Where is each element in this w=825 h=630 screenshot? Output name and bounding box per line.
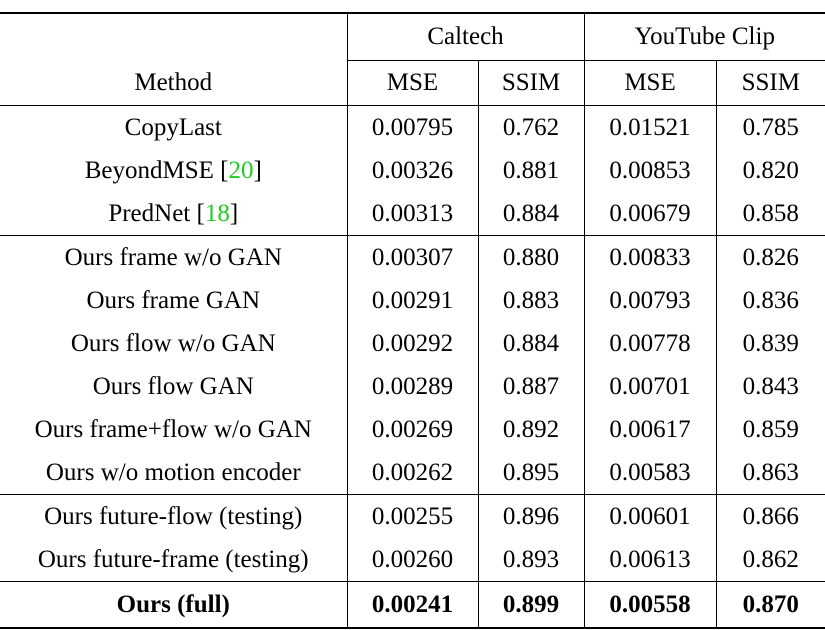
method-name: BeyondMSE [20] [84,156,262,184]
value-cell: 0.785 [715,105,825,149]
table-row: Ours future-frame (testing) 0.00260 0.89… [0,538,825,582]
table-row: Ours frame w/o GAN 0.00307 0.880 0.00833… [0,235,825,279]
value-cell: 0.00793 [583,279,717,322]
value-cell: 0.884 [477,192,585,236]
value-cell: 0.887 [477,365,585,408]
header-empty-cell [0,12,347,61]
header-group-youtube-clip: YouTube Clip [583,12,825,61]
header-metric-caltech-mse: MSE [346,60,478,106]
table-row: BeyondMSE [20] 0.00326 0.881 0.00853 0.8… [0,149,825,192]
value-cell: 0.00679 [583,192,717,236]
table-row: Ours flow w/o GAN 0.00292 0.884 0.00778 … [0,322,825,365]
value-cell: 0.00778 [583,322,717,365]
method-name: Ours w/o motion encoder [45,458,301,486]
value-cell: 0.00795 [346,105,478,149]
table-row: Ours frame+flow w/o GAN 0.00269 0.892 0.… [0,408,825,451]
header-metric-youtube-mse: MSE [583,60,717,106]
header-metric-row: Method MSE SSIM MSE SSIM [0,60,825,106]
header-metric-caltech-ssim: SSIM [477,60,585,106]
method-name: Ours (full) [0,581,347,629]
method-name: Ours frame GAN [86,286,261,314]
value-cell: 0.00292 [346,322,478,365]
value-cell: 0.866 [715,494,825,538]
table-row: CopyLast 0.00795 0.762 0.01521 0.785 [0,105,825,149]
value-cell: 0.839 [715,322,825,365]
value-cell: 0.836 [715,279,825,322]
method-name: Ours flow GAN [92,372,254,400]
value-cell: 0.00260 [346,538,478,582]
value-cell: 0.843 [715,365,825,408]
header-method: Method [134,68,213,96]
value-cell: 0.00558 [583,581,717,629]
value-cell: 0.00289 [346,365,478,408]
value-cell: 0.00326 [346,149,478,192]
value-cell: 0.880 [477,235,585,279]
value-cell: 0.00241 [346,581,478,629]
value-cell: 0.826 [715,235,825,279]
value-cell: 0.892 [477,408,585,451]
header-group-row: Caltech YouTube Clip [0,12,825,61]
value-cell: 0.00269 [346,408,478,451]
value-cell: 0.863 [715,451,825,495]
method-name: PredNet [18] [108,199,239,227]
value-cell: 0.00255 [346,494,478,538]
value-cell: 0.820 [715,149,825,192]
table-row: PredNet [18] 0.00313 0.884 0.00679 0.858 [0,192,825,236]
method-name: CopyLast [0,105,347,149]
method-name: Ours frame w/o GAN [0,235,347,279]
value-cell: 0.00291 [346,279,478,322]
header-group-caltech: Caltech [346,12,585,61]
value-cell: 0.859 [715,408,825,451]
method-name: Ours future-frame (testing) [37,545,309,573]
method-name: Ours future-flow (testing) [0,494,347,538]
table-row: Ours w/o motion encoder 0.00262 0.895 0.… [0,451,825,495]
method-name: Ours frame+flow w/o GAN [34,415,312,443]
value-cell: 0.870 [715,581,825,629]
value-cell: 0.00853 [583,149,717,192]
value-cell: 0.00313 [346,192,478,236]
value-cell: 0.01521 [583,105,717,149]
results-table: Caltech YouTube Clip Method MSE SSIM MSE… [0,12,825,629]
value-cell: 0.899 [477,581,585,629]
value-cell: 0.00617 [583,408,717,451]
value-cell: 0.00262 [346,451,478,495]
value-cell: 0.00583 [583,451,717,495]
value-cell: 0.884 [477,322,585,365]
citation-link[interactable]: 20 [228,156,254,184]
value-cell: 0.883 [477,279,585,322]
method-name: Ours flow w/o GAN [70,329,276,357]
value-cell: 0.862 [715,538,825,582]
value-cell: 0.00701 [583,365,717,408]
value-cell: 0.00833 [583,235,717,279]
value-cell: 0.00613 [583,538,717,582]
value-cell: 0.881 [477,149,585,192]
value-cell: 0.00601 [583,494,717,538]
header-metric-youtube-ssim: SSIM [715,60,825,106]
table-row: Ours future-flow (testing) 0.00255 0.896… [0,494,825,538]
value-cell: 0.762 [477,105,585,149]
value-cell: 0.896 [477,494,585,538]
value-cell: 0.00307 [346,235,478,279]
value-cell: 0.893 [477,538,585,582]
citation-link[interactable]: 18 [204,199,230,227]
value-cell: 0.858 [715,192,825,236]
table-row: Ours flow GAN 0.00289 0.887 0.00701 0.84… [0,365,825,408]
value-cell: 0.895 [477,451,585,495]
table-row: Ours frame GAN 0.00291 0.883 0.00793 0.8… [0,279,825,322]
table-row-full-model: Ours (full) 0.00241 0.899 0.00558 0.870 [0,581,825,629]
